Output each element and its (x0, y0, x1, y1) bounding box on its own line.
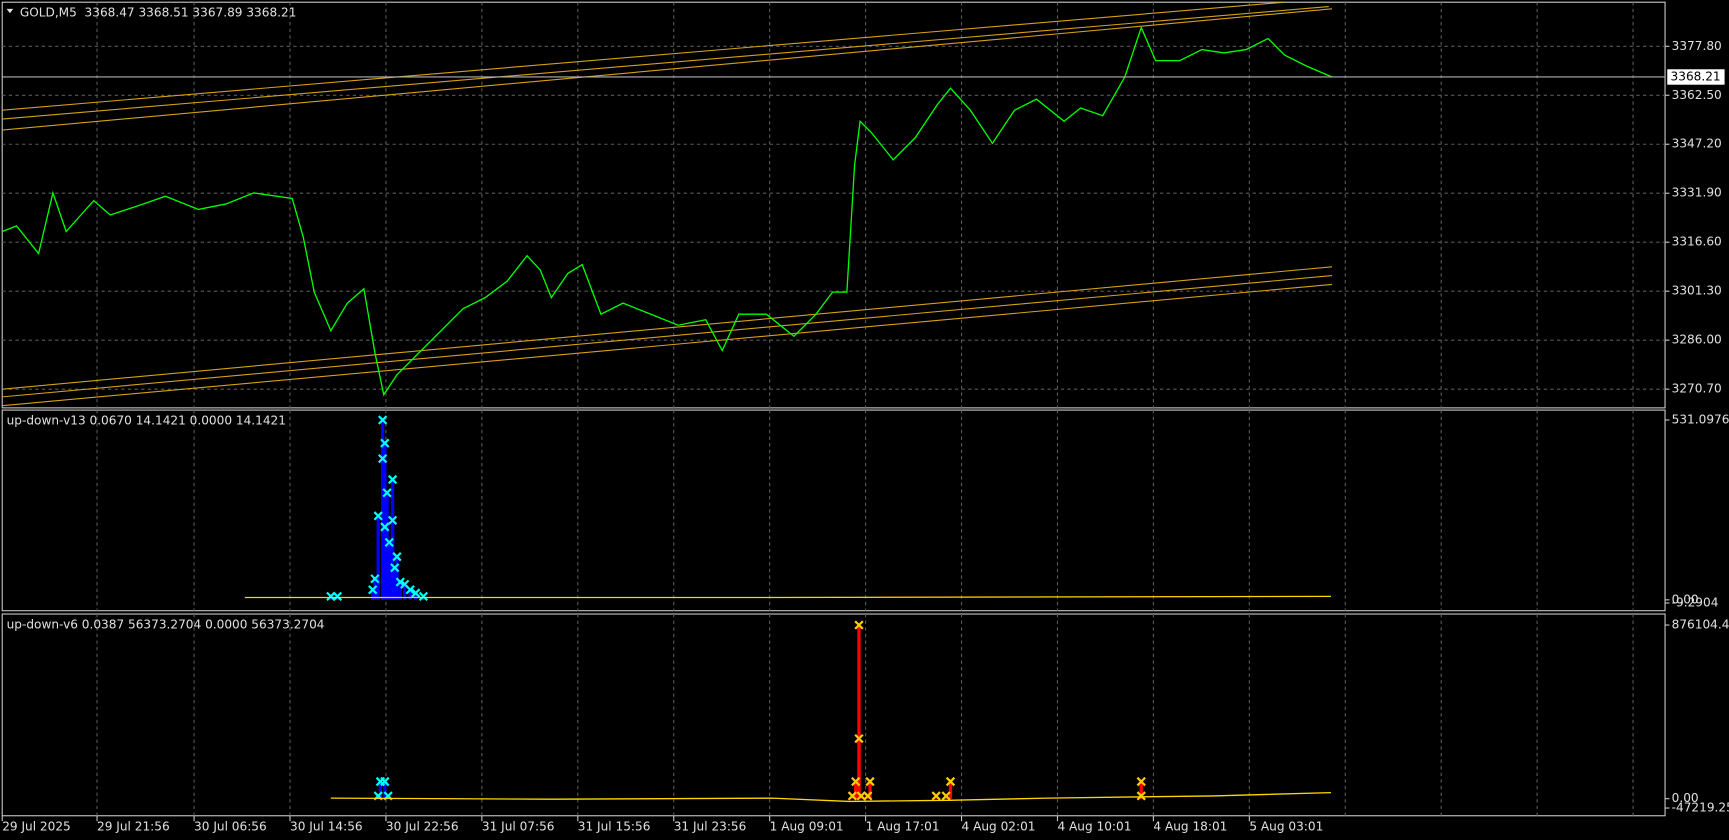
y-tick-label: 0.00 (1672, 791, 1699, 805)
cross-marker (332, 591, 343, 602)
panel-frame (1, 409, 1666, 612)
trend-line (2, 283, 1333, 407)
chart-title: GOLD,M5 3368.47 3368.51 3367.89 3368.21 (20, 6, 297, 20)
trend-line (2, 275, 1333, 398)
x-tick-label: 30 Jul 06:56 (194, 819, 267, 833)
cross-marker (854, 620, 864, 630)
panel-frame (1, 1, 1666, 409)
y-tick-label: 3270.70 (1672, 382, 1722, 396)
y-tick-label: 3331.90 (1672, 186, 1722, 200)
cross-marker (863, 791, 873, 801)
collapse-arrow (6, 8, 14, 14)
trend-line (2, 2, 1285, 111)
cross-marker (847, 791, 858, 801)
x-tick-label: 4 Aug 02:01 (962, 819, 1036, 833)
cross-marker (851, 776, 861, 787)
trend-line (2, 266, 1333, 390)
cross-marker (1136, 776, 1146, 787)
x-tick-label: 5 Aug 03:01 (1249, 819, 1323, 833)
plot-area (330, 620, 1331, 803)
cross-marker (392, 552, 402, 562)
x-tick-label: 4 Aug 10:01 (1057, 819, 1131, 833)
cross-marker (411, 588, 421, 598)
cross-marker (405, 585, 415, 595)
cross-marker (1136, 791, 1146, 801)
plot-area (2, 2, 1333, 407)
cross-marker (368, 585, 378, 595)
y-tick-label: -47219.25 (1672, 801, 1729, 815)
cross-marker (418, 591, 429, 602)
y-tick-label: 3362.50 (1672, 88, 1722, 102)
cross-marker (382, 488, 392, 498)
plot-area (244, 415, 1331, 602)
x-tick-label: 30 Jul 14:56 (290, 819, 363, 833)
cross-marker (377, 415, 388, 425)
cross-marker (931, 791, 941, 801)
cross-marker (945, 776, 956, 787)
y-tick-label: 531.0976 (1672, 413, 1729, 427)
x-tick-label: 29 Jul 21:56 (97, 819, 170, 833)
indicator-line (330, 791, 1331, 803)
cross-marker (865, 776, 875, 787)
cross-marker (380, 776, 390, 787)
cross-marker (370, 574, 380, 584)
x-tick-label: 31 Jul 15:56 (578, 819, 651, 833)
price-line (2, 25, 1333, 397)
y-tick-label: 0.00 (1672, 592, 1699, 606)
cross-marker (377, 453, 388, 464)
y-tick-label: 3347.20 (1672, 137, 1722, 151)
x-tick-label: 31 Jul 07:56 (482, 819, 555, 833)
y-tick-label: -9.2904 (1672, 595, 1719, 609)
cross-marker (387, 474, 398, 485)
cross-marker (380, 438, 390, 448)
cross-marker (854, 733, 864, 744)
y-tick-label: 3301.30 (1672, 284, 1722, 298)
cross-marker (390, 563, 400, 573)
last-price-box (1667, 69, 1725, 85)
x-tick-label: 30 Jul 22:56 (386, 819, 459, 833)
x-tick-label: 1 Aug 17:01 (866, 819, 940, 833)
y-tick-label: 876104.42 (1672, 618, 1729, 632)
cross-marker (380, 522, 390, 532)
x-tick-label: 1 Aug 09:01 (770, 819, 844, 833)
trend-line (2, 6, 1329, 120)
trend-line (2, 8, 1333, 131)
y-tick-label: 3316.60 (1672, 235, 1722, 249)
cross-marker (384, 537, 394, 548)
cross-marker (387, 515, 398, 525)
indicator-line (244, 595, 1331, 599)
panel-frame (1, 613, 1666, 817)
x-tick-label: 29 Jul 2025 (2, 819, 71, 833)
indicator-title: up-down-v6 0.0387 56373.2704 0.0000 5637… (7, 618, 325, 632)
y-tick-label: 3377.80 (1672, 39, 1722, 53)
cross-marker (373, 511, 383, 521)
last-price-label: 3368.21 (1671, 69, 1721, 83)
y-tick-label: 3286.00 (1672, 333, 1722, 347)
x-tick-label: 31 Jul 23:56 (674, 819, 747, 833)
x-tick-label: 4 Aug 18:01 (1153, 819, 1227, 833)
indicator-title: up-down-v13 0.0670 14.1421 0.0000 14.142… (7, 414, 286, 428)
cross-marker (941, 791, 951, 801)
